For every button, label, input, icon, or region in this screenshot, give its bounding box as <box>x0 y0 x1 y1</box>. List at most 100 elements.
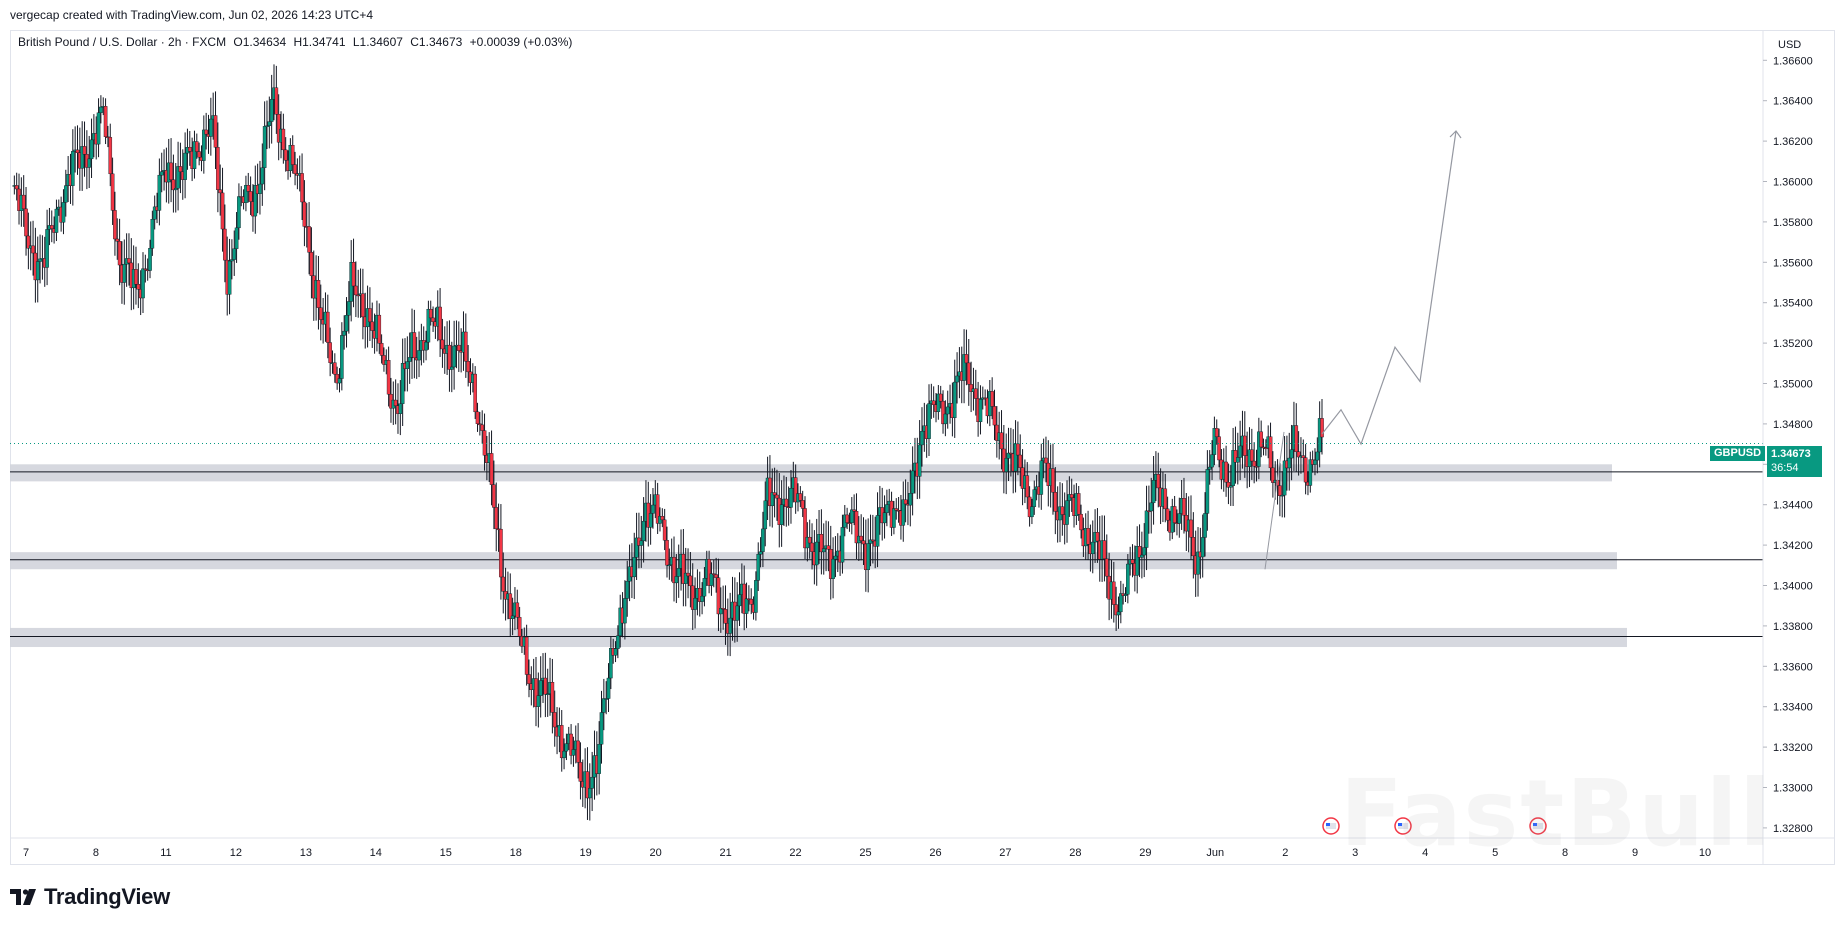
candle[interactable] <box>634 512 639 580</box>
candle[interactable] <box>157 158 162 226</box>
candle[interactable] <box>810 523 814 570</box>
candle[interactable] <box>1165 496 1170 532</box>
candle[interactable] <box>82 121 87 177</box>
candle[interactable] <box>826 521 831 572</box>
candle[interactable] <box>248 176 253 216</box>
candle[interactable] <box>24 187 28 256</box>
candle[interactable] <box>1095 508 1100 563</box>
candle[interactable] <box>941 390 945 434</box>
candle[interactable] <box>326 294 330 359</box>
candle[interactable] <box>721 585 725 630</box>
candle[interactable] <box>1104 534 1109 599</box>
candle[interactable] <box>1065 480 1069 543</box>
event-flag-icon[interactable] <box>1529 817 1547 835</box>
candle[interactable] <box>1013 420 1018 493</box>
candle[interactable] <box>1294 403 1299 472</box>
candle[interactable] <box>754 571 758 621</box>
candle[interactable] <box>473 366 477 420</box>
candle[interactable] <box>660 508 665 528</box>
candle[interactable] <box>1280 471 1285 518</box>
candle[interactable] <box>96 98 101 158</box>
candle[interactable] <box>742 565 746 631</box>
candle[interactable] <box>244 175 248 212</box>
candle[interactable] <box>515 589 520 630</box>
candle[interactable] <box>510 597 515 636</box>
candle[interactable] <box>417 331 421 378</box>
candle[interactable] <box>340 322 344 391</box>
candle[interactable] <box>173 163 178 213</box>
event-flag-icon[interactable] <box>1322 817 1340 835</box>
candle[interactable] <box>412 309 417 379</box>
candle[interactable] <box>723 585 728 645</box>
candle[interactable] <box>216 122 220 213</box>
candle[interactable] <box>711 559 716 588</box>
candle[interactable] <box>578 742 583 800</box>
candle[interactable] <box>141 252 145 313</box>
candle[interactable] <box>426 300 431 350</box>
candle[interactable] <box>1018 434 1023 487</box>
candle[interactable] <box>103 98 108 145</box>
candle[interactable] <box>728 592 732 657</box>
candle[interactable] <box>966 339 971 406</box>
candle[interactable] <box>931 386 936 418</box>
candle[interactable] <box>220 167 225 252</box>
candle[interactable] <box>1313 448 1317 476</box>
candle[interactable] <box>903 479 908 523</box>
candle[interactable] <box>344 297 349 348</box>
candle[interactable] <box>169 138 173 203</box>
candle[interactable] <box>333 353 337 383</box>
candle[interactable] <box>749 588 754 615</box>
candle[interactable] <box>1278 462 1282 517</box>
candle[interactable] <box>770 468 775 528</box>
candle[interactable] <box>494 482 499 552</box>
candle[interactable] <box>370 302 375 348</box>
candle[interactable] <box>1114 586 1118 631</box>
candle[interactable] <box>1238 420 1242 481</box>
candle[interactable] <box>428 300 433 326</box>
candle[interactable] <box>758 537 763 568</box>
candle[interactable] <box>1086 510 1090 561</box>
candle[interactable] <box>1137 524 1142 578</box>
candle[interactable] <box>178 142 183 194</box>
candle[interactable] <box>552 690 557 747</box>
candle[interactable] <box>192 130 197 179</box>
candle[interactable] <box>508 573 513 638</box>
candle[interactable] <box>267 96 272 149</box>
candle[interactable] <box>1231 427 1235 507</box>
candle[interactable] <box>1039 443 1044 510</box>
candle[interactable] <box>1149 477 1154 534</box>
candle[interactable] <box>1151 456 1156 525</box>
candle[interactable] <box>1135 526 1139 594</box>
candle[interactable] <box>1296 431 1301 476</box>
candle[interactable] <box>204 112 208 150</box>
candle[interactable] <box>524 624 529 686</box>
candle[interactable] <box>246 172 251 203</box>
candle[interactable] <box>597 721 601 795</box>
candle[interactable] <box>609 635 613 690</box>
candle[interactable] <box>1271 451 1275 498</box>
candle[interactable] <box>845 507 849 530</box>
candle[interactable] <box>482 413 487 471</box>
candle[interactable] <box>152 195 157 230</box>
candle[interactable] <box>480 410 484 444</box>
candle[interactable] <box>1217 428 1221 468</box>
candle[interactable] <box>424 330 428 361</box>
candle[interactable] <box>1226 463 1231 505</box>
candle[interactable] <box>452 320 456 390</box>
candle[interactable] <box>337 368 342 393</box>
candle[interactable] <box>714 557 718 593</box>
candle[interactable] <box>1032 480 1037 515</box>
candle[interactable] <box>14 172 19 201</box>
candle[interactable] <box>1203 492 1207 557</box>
candle[interactable] <box>449 341 454 393</box>
candle[interactable] <box>894 498 899 520</box>
candle[interactable] <box>300 153 304 221</box>
candle[interactable] <box>1142 523 1147 578</box>
candle[interactable] <box>681 528 686 607</box>
candle[interactable] <box>1196 527 1200 597</box>
candle[interactable] <box>283 137 288 172</box>
candle[interactable] <box>616 625 620 659</box>
candle[interactable] <box>260 143 265 206</box>
candle[interactable] <box>379 334 384 364</box>
candle[interactable] <box>499 504 503 600</box>
